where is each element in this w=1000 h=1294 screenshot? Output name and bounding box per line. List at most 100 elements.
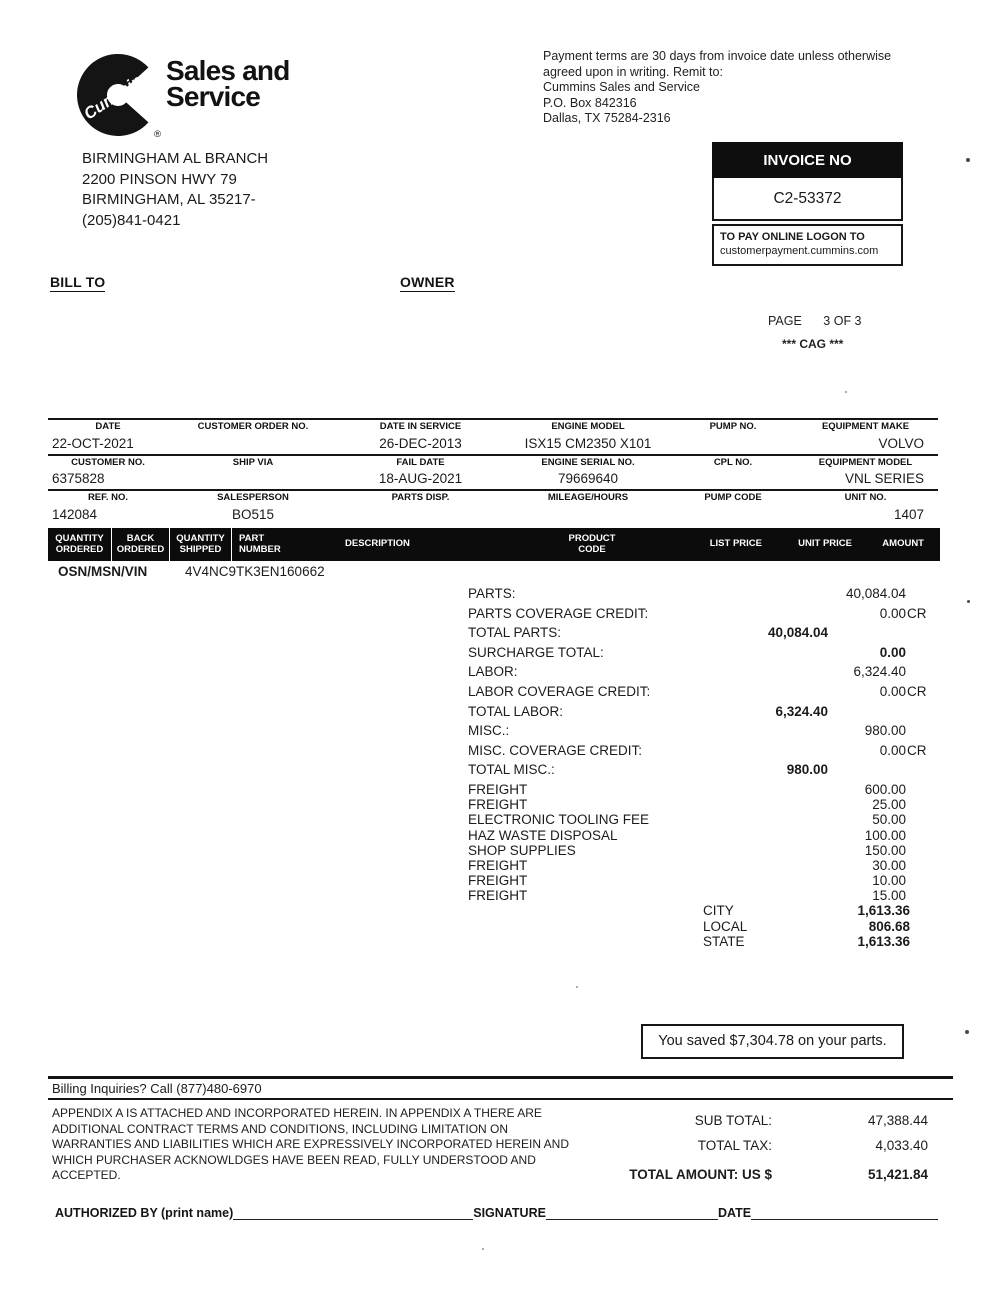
info-header-cell: DATE <box>95 421 121 432</box>
page-label: PAGE <box>768 314 802 328</box>
info-value-cell: 79669640 <box>557 471 619 487</box>
info-value-cell: ISX15 CM2350 X101 <box>524 435 652 451</box>
info-value-cell: VNL SERIES <box>844 471 924 487</box>
info-value-row: 6375828 18-AUG-2021 79669640 VNL SERIES <box>48 469 938 490</box>
date-line <box>751 1206 938 1220</box>
info-header-cell: CUSTOMER ORDER NO. <box>197 421 309 432</box>
totals-label: FREIGHT <box>468 873 528 889</box>
items-header-col: BACK ORDERED <box>112 528 170 561</box>
cag-marker: *** CAG *** <box>782 337 844 351</box>
info-header-cell: PARTS DISP. <box>391 492 450 503</box>
branch-line: BIRMINGHAM, AL 35217- <box>82 191 256 208</box>
items-header-col: QUANTITY SHIPPED <box>170 528 232 561</box>
signature-label: SIGNATURE <box>473 1206 546 1220</box>
totals-right-value: 15.00 <box>872 888 906 904</box>
totals-label: LABOR COVERAGE CREDIT: <box>468 683 651 699</box>
items-header-col: LIST PRICE <box>692 528 782 561</box>
bill-to-label: BILL TO <box>50 274 106 292</box>
items-header-line: LIST PRICE <box>709 538 762 550</box>
owner-label: OWNER <box>400 274 455 292</box>
totals-right-value: 10.00 <box>872 873 906 889</box>
totals-right-value: 100.00 <box>864 827 906 843</box>
logo-title-line1: Sales and <box>166 55 290 86</box>
appendix-line: APPENDIX A IS ATTACHED AND INCORPORATED … <box>52 1106 542 1120</box>
logo-title: Sales and Service <box>166 55 290 111</box>
page-value: 3 OF 3 <box>823 314 862 328</box>
line-items-header-bar: QUANTITY ORDERED BACK ORDERED QUANTITY SHIPPE… <box>48 528 940 561</box>
totals-right-value: 40,084.04 <box>845 586 906 601</box>
tax-row: LOCAL 806.68 <box>48 919 938 934</box>
info-value-cell: 1407 <box>893 506 924 522</box>
items-header-line: ORDERED <box>116 543 165 555</box>
items-header-line: ORDERED <box>55 543 104 555</box>
info-value-cell: VOLVO <box>878 435 924 451</box>
items-header-line: BACK <box>126 533 155 544</box>
totals-row: SHOP SUPPLIES 150.00 <box>48 843 938 858</box>
totals-row: MISC. COVERAGE CREDIT: 0.00 CR <box>48 743 938 763</box>
info-header-cell: ENGINE MODEL <box>551 421 625 432</box>
savings-box: You saved $7,304.78 on your parts. <box>641 1024 904 1059</box>
tax-value: 1,613.36 <box>857 933 910 949</box>
totals-right-value: 0.00 <box>879 605 906 621</box>
info-header-cell: FAIL DATE <box>396 456 445 468</box>
items-header-col: UNIT PRICE <box>782 528 870 561</box>
appendix-line: WARRANTIES AND LIABILITIES WHICH ARE EXP… <box>52 1137 570 1152</box>
credit-suffix: CR <box>907 683 927 699</box>
remit-line: Dallas, TX 75284-2316 <box>543 111 671 125</box>
items-header-line: SHIPPED <box>179 543 222 555</box>
footer-divider-bottom <box>48 1098 953 1100</box>
totals-row: PARTS: 40,084.04 <box>48 586 938 606</box>
scan-artifact <box>965 1030 969 1034</box>
total-tax-value: 4,033.40 <box>875 1138 928 1153</box>
totals-mid-value: 6,324.40 <box>775 703 828 719</box>
page-info: PAGE 3 OF 3 *** CAG *** <box>768 314 928 351</box>
totals-mid-value: 40,084.04 <box>767 625 828 641</box>
totals-row: SURCHARGE TOTAL: 0.00 <box>48 645 938 665</box>
totals-right-value: 6,324.40 <box>853 664 906 680</box>
scan-artifact <box>482 1248 484 1250</box>
info-header-cell: PUMP CODE <box>704 492 762 503</box>
info-header-cell: CPL NO. <box>713 456 753 468</box>
invoice-number-box: INVOICE NO C2-53372 TO PAY ONLINE LOGON … <box>712 142 903 266</box>
tax-value: 1,613.36 <box>857 903 910 919</box>
tax-row: STATE 1,613.36 <box>48 934 938 949</box>
items-header-line: DESCRIPTION <box>345 538 410 550</box>
scan-artifact <box>576 986 578 988</box>
totals-row: FREIGHT 15.00 <box>48 888 938 903</box>
authorized-by-line <box>233 1206 474 1220</box>
totals-right-value: 980.00 <box>864 723 906 739</box>
totals-label: TOTAL LABOR: <box>468 703 564 719</box>
totals-label: FREIGHT <box>468 857 528 873</box>
totals-section: PARTS: 40,084.04 PARTS COVERAGE CREDIT: 0.0… <box>48 586 938 949</box>
items-header-line: NUMBER <box>239 543 281 555</box>
info-header-cell: PUMP NO. <box>709 421 757 432</box>
footer-divider-top <box>48 1076 953 1079</box>
pay-online-url: customerpayment.cummins.com <box>720 244 879 257</box>
info-header-cell: UNIT NO. <box>844 492 887 503</box>
totals-label: FREIGHT <box>468 797 528 813</box>
totals-right-value: 0.00 <box>879 644 906 660</box>
totals-label: SURCHARGE TOTAL: <box>468 644 604 660</box>
info-header-cell: ENGINE SERIAL NO. <box>541 456 635 468</box>
info-header-cell: DATE IN SERVICE <box>379 421 462 432</box>
order-info-table: DATE CUSTOMER ORDER NO. DATE IN SERVICE ENG… <box>48 418 938 525</box>
totals-label: PARTS COVERAGE CREDIT: <box>468 605 649 621</box>
items-header-col: AMOUNT <box>870 528 940 561</box>
totals-label: HAZ WASTE DISPOSAL <box>468 827 618 843</box>
info-value-cell: 6375828 <box>52 471 105 487</box>
sub-total-value: 47,388.44 <box>867 1113 928 1128</box>
totals-right-value: 600.00 <box>864 781 906 797</box>
items-header-line: UNIT PRICE <box>798 538 852 550</box>
info-header-row: REF. NO. SALESPERSON PARTS DISP. MILEAGE/HO… <box>48 491 938 504</box>
totals-row: LABOR: 6,324.40 <box>48 664 938 684</box>
items-header-col: PRODUCT CODE <box>492 528 692 561</box>
payment-terms-block: Payment terms are 30 days from invoice d… <box>543 49 903 127</box>
info-header-cell: REF. NO. <box>87 492 129 503</box>
info-header-cell: EQUIPMENT MAKE <box>821 421 910 432</box>
vin-label: OSN/MSN/VIN <box>58 564 148 579</box>
totals-label: FREIGHT <box>468 888 528 904</box>
totals-right-value: 0.00 <box>879 683 906 699</box>
cummins-c-icon: Cummins ® <box>77 54 161 140</box>
info-header-cell: SALESPERSON <box>217 492 289 503</box>
totals-right-value: 25.00 <box>872 797 906 813</box>
